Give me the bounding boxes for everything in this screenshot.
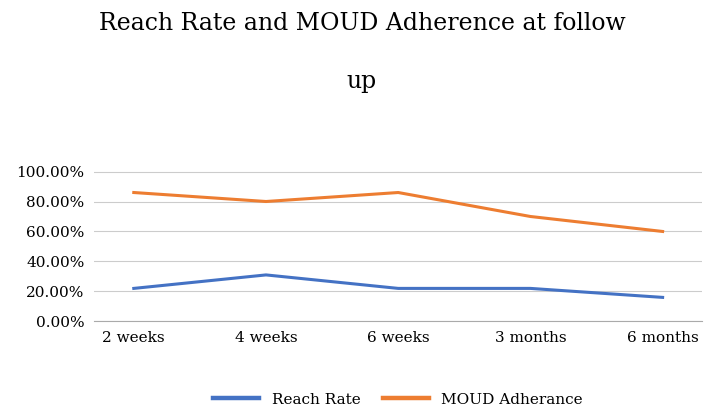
Text: up: up [347,70,377,93]
Legend: Reach Rate, MOUD Adherance: Reach Rate, MOUD Adherance [207,387,589,412]
Text: Reach Rate and MOUD Adherence at follow: Reach Rate and MOUD Adherence at follow [98,12,626,35]
